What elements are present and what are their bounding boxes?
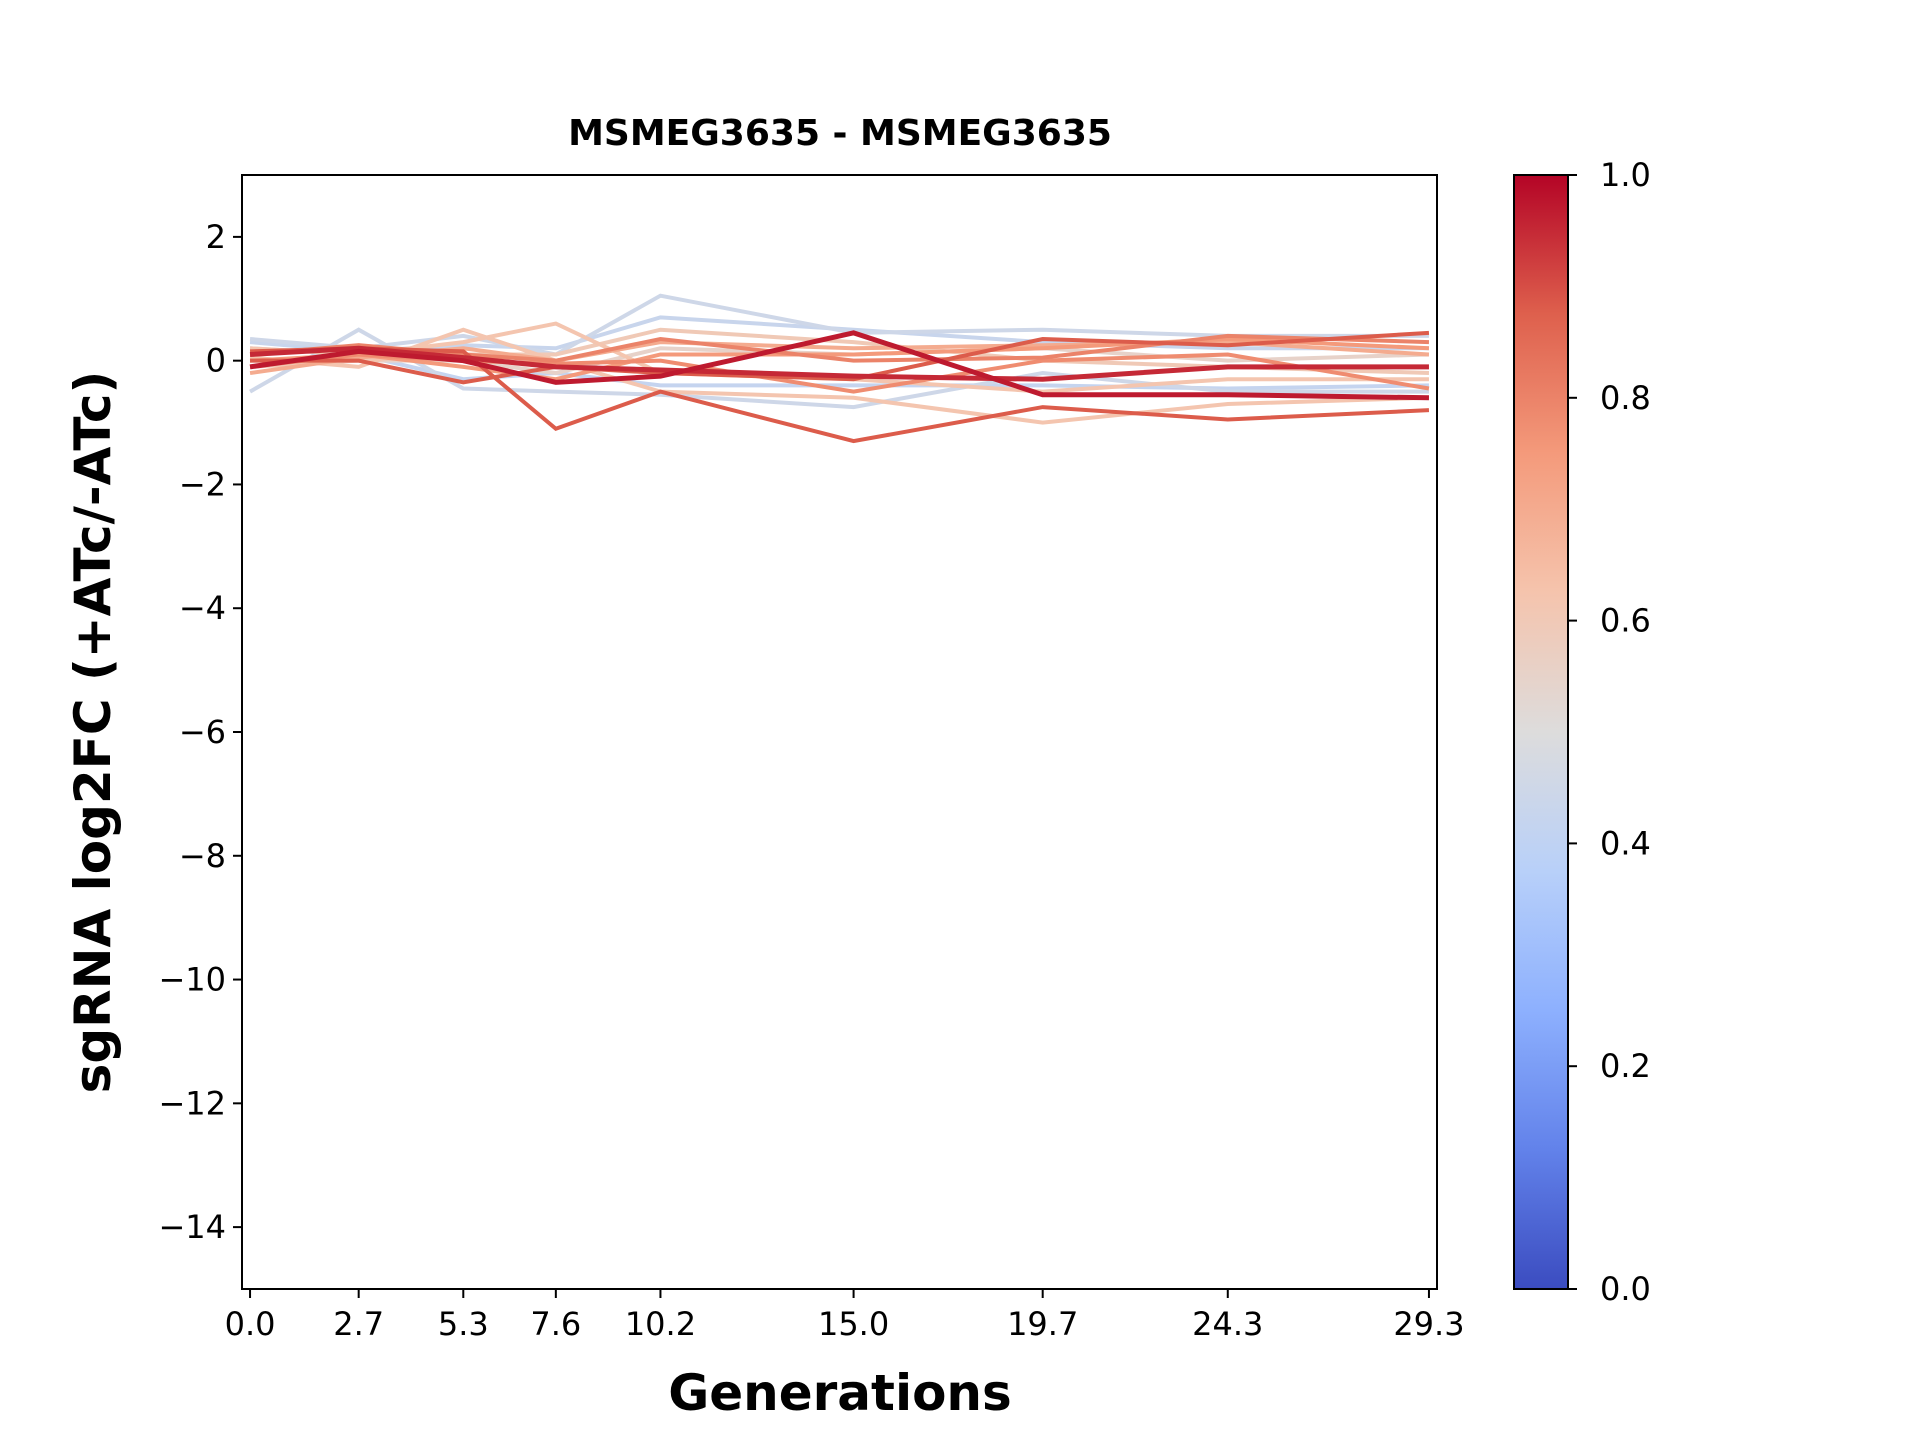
series-line-14 (249, 345, 1429, 382)
colorbar-tick-label: 1.0 (1600, 156, 1651, 194)
colorbar-tick-label: 0.6 (1600, 602, 1651, 640)
x-tick-label: 5.3 (438, 1305, 489, 1343)
chart-title: MSMEG3635 - MSMEG3635 (568, 113, 1112, 154)
y-tick-label: 2 (206, 218, 226, 256)
y-axis-label: sgRNA log2FC (+ATc/-ATc) (64, 371, 122, 1094)
y-tick-label: 0 (206, 342, 226, 380)
colorbar-ticks: 0.0 0.2 0.4 0.6 0.8 1.0 (1568, 156, 1651, 1308)
y-tick-label: −6 (179, 713, 226, 751)
x-tick-label: 15.0 (818, 1305, 889, 1343)
series-line-13 (250, 330, 1430, 385)
y-tick-label: −2 (179, 465, 226, 503)
y-tick-label: −10 (158, 961, 226, 999)
x-tick-label: 10.2 (625, 1305, 696, 1343)
x-tick-label: 2.7 (333, 1305, 384, 1343)
x-axis: 0.0 2.7 5.3 7.6 10.2 15.0 19.7 24.3 29.3 (225, 1289, 1465, 1343)
y-tick-label: −12 (158, 1084, 226, 1122)
x-tick-label: 24.3 (1192, 1305, 1263, 1343)
colorbar (1513, 174, 1569, 1290)
x-tick-label: 29.3 (1393, 1305, 1464, 1343)
y-tick-label: −4 (179, 589, 226, 627)
colorbar-tick-label: 0.4 (1600, 824, 1651, 862)
series-line-15 (249, 330, 1429, 401)
x-tick-label: 7.6 (530, 1305, 581, 1343)
colorbar-tick-label: 0.8 (1600, 379, 1651, 417)
x-axis-label: Generations (668, 1364, 1012, 1422)
series-lines (249, 293, 1430, 444)
series-line-0 (249, 346, 1429, 391)
colorbar-tick-label: 0.2 (1600, 1047, 1651, 1085)
x-tick-label: 0.0 (225, 1305, 276, 1343)
series-line-2 (249, 293, 1429, 357)
x-tick-label: 19.7 (1007, 1305, 1078, 1343)
colorbar-tick-label: 0.0 (1600, 1270, 1651, 1308)
y-axis: 2 0 −2 −4 −6 −8 −10 −12 −14 (158, 218, 242, 1246)
y-tick-label: −8 (179, 837, 226, 875)
y-tick-label: −14 (158, 1208, 226, 1246)
